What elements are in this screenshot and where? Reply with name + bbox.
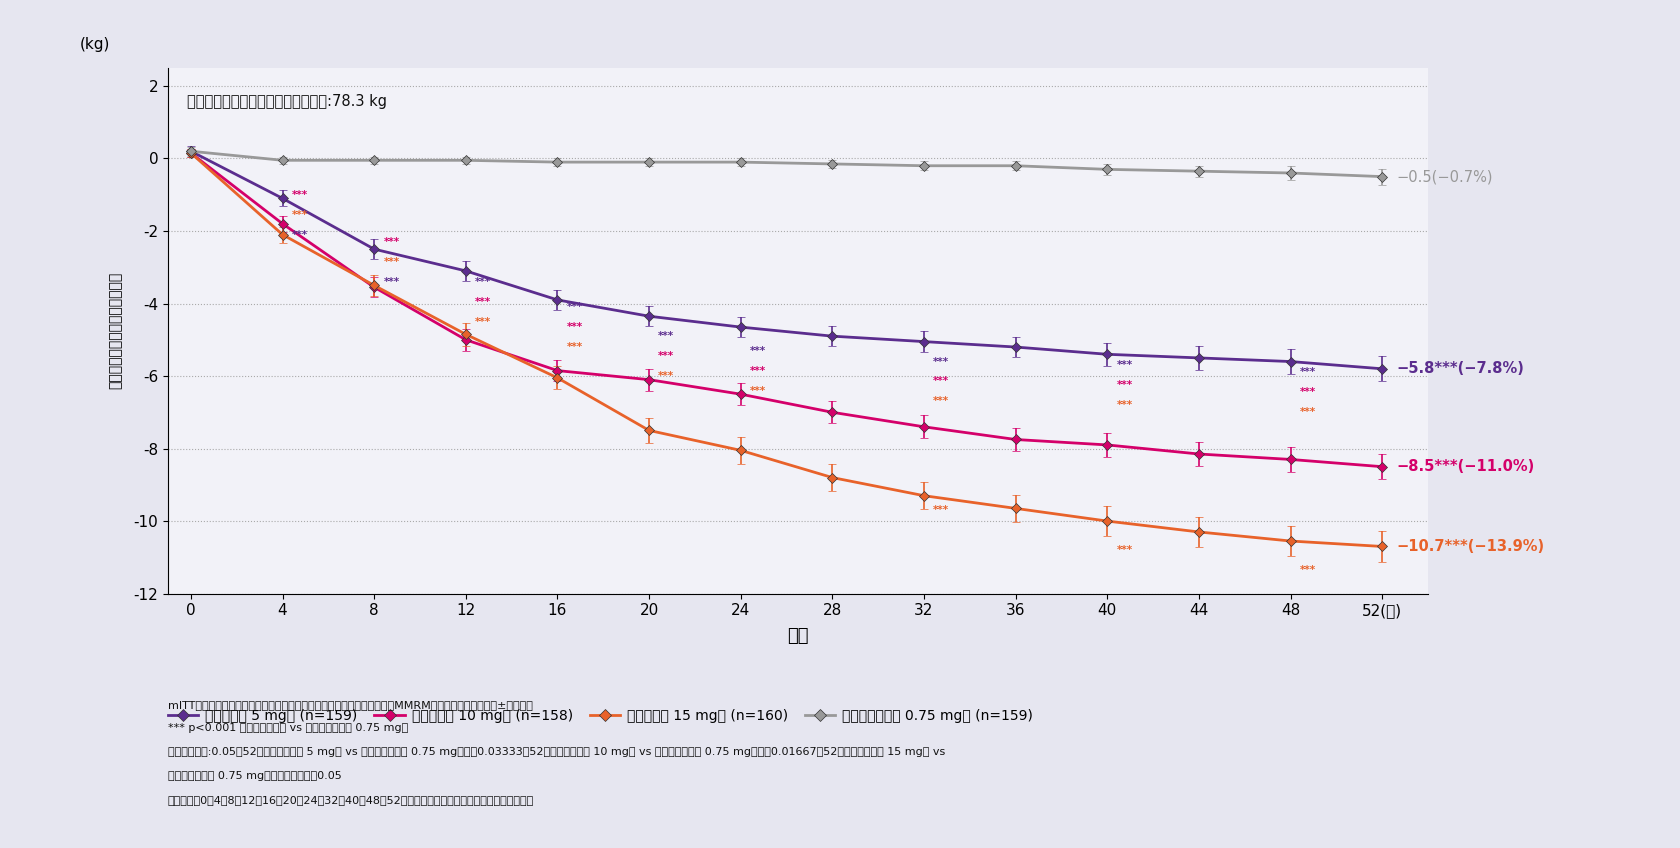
Text: −8.5***(−11.0%): −8.5***(−11.0%) — [1396, 460, 1534, 474]
Text: ***: *** — [566, 342, 583, 352]
Text: 体重は投で0、4、8【12【16【20【24【32【40【48【52週時に測定することが事前に規定されていた: 体重は投で0、4、8【12【16【20【24【32【40【48【52週時に測定す… — [168, 795, 534, 805]
Text: ***: *** — [475, 316, 491, 326]
Text: ***: *** — [659, 332, 674, 341]
Text: ***: *** — [659, 371, 674, 381]
Text: ***: *** — [1300, 367, 1315, 377]
Text: ***: *** — [566, 322, 583, 332]
Text: 全体集団ベースライン時の平均体重:78.3 kg: 全体集団ベースライン時の平均体重:78.3 kg — [186, 94, 386, 109]
Text: ***: *** — [292, 209, 307, 220]
Text: ***: *** — [292, 190, 307, 200]
Text: ***: *** — [292, 230, 307, 240]
Text: ***: *** — [932, 396, 949, 406]
Text: ***: *** — [566, 302, 583, 312]
Text: ***: *** — [659, 351, 674, 361]
Text: ***: *** — [1300, 388, 1315, 398]
Y-axis label: ベースラインからの平均変化量: ベースラインからの平均変化量 — [109, 272, 123, 389]
Text: ***: *** — [1300, 565, 1315, 575]
Text: ***: *** — [932, 356, 949, 366]
Text: デュラグルチド 0.75 mg群）、それ以外は0.05: デュラグルチド 0.75 mg群）、それ以外は0.05 — [168, 771, 341, 781]
Text: −0.5(−0.7%): −0.5(−0.7%) — [1396, 169, 1492, 184]
Text: ***: *** — [475, 297, 491, 307]
Text: ***: *** — [932, 505, 949, 516]
Text: ***: *** — [749, 386, 766, 395]
Text: ***: *** — [932, 377, 949, 387]
Text: *** p<0.001 マンジャロ各群 vs デュラグルチド 0.75 mg群: *** p<0.001 マンジャロ各群 vs デュラグルチド 0.75 mg群 — [168, 723, 408, 734]
Text: ***: *** — [1117, 380, 1132, 390]
Text: 有意決定水準:0.05（52週時マンジャロ 5 mg群 vs デュラグルチド 0.75 mg群）、0.03333（52週時マンジャロ 10 mg群 vs デュラ: 有意決定水準:0.05（52週時マンジャロ 5 mg群 vs デュラグルチド 0… — [168, 747, 946, 757]
Text: ***: *** — [749, 365, 766, 376]
Text: ***: *** — [383, 276, 400, 287]
Text: ***: *** — [1117, 400, 1132, 410]
Text: ***: *** — [475, 276, 491, 287]
X-axis label: 期間: 期間 — [788, 627, 808, 644]
Text: ***: *** — [383, 237, 400, 247]
Text: −10.7***(−13.9%): −10.7***(−13.9%) — [1396, 539, 1544, 554]
Legend: マンジャロ 5 mg群 (n=159), マンジャロ 10 mg群 (n=158), マンジャロ 15 mg群 (n=160), デュラグルチド 0.75 mg: マンジャロ 5 mg群 (n=159), マンジャロ 10 mg群 (n=158… — [163, 704, 1038, 728]
Text: ***: *** — [1117, 545, 1132, 555]
Text: mITT集団（有効性解析対象集団）、ベースラインの体重を共変量としたMMRM解析、最小二乗平均値±標準誤差: mITT集団（有効性解析対象集団）、ベースラインの体重を共変量としたMMRM解析… — [168, 700, 533, 710]
Text: ***: *** — [749, 346, 766, 355]
Text: −5.8***(−7.8%): −5.8***(−7.8%) — [1396, 361, 1524, 377]
Text: ***: *** — [383, 257, 400, 267]
Text: ***: *** — [1300, 407, 1315, 417]
Text: (kg): (kg) — [81, 37, 111, 52]
Text: ***: *** — [1117, 360, 1132, 371]
